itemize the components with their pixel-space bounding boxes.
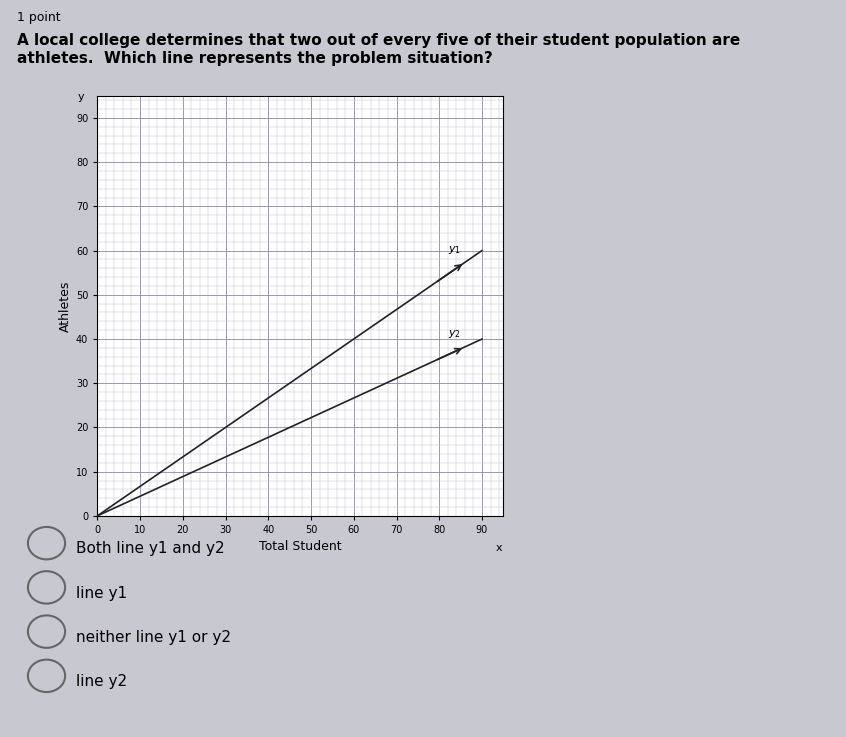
Text: Both line y1 and y2: Both line y1 and y2 <box>76 542 225 556</box>
X-axis label: Total Student: Total Student <box>259 540 342 553</box>
Text: line y2: line y2 <box>76 674 127 689</box>
Text: y: y <box>78 92 85 102</box>
Y-axis label: Athletes: Athletes <box>58 280 72 332</box>
Text: 1 point: 1 point <box>17 11 61 24</box>
Text: x: x <box>496 543 503 553</box>
Text: $y_1$: $y_1$ <box>448 244 461 256</box>
Text: $y_2$: $y_2$ <box>448 328 461 340</box>
Text: A local college determines that two out of every five of their student populatio: A local college determines that two out … <box>17 33 740 66</box>
Text: line y1: line y1 <box>76 586 127 601</box>
Text: neither line y1 or y2: neither line y1 or y2 <box>76 630 231 645</box>
